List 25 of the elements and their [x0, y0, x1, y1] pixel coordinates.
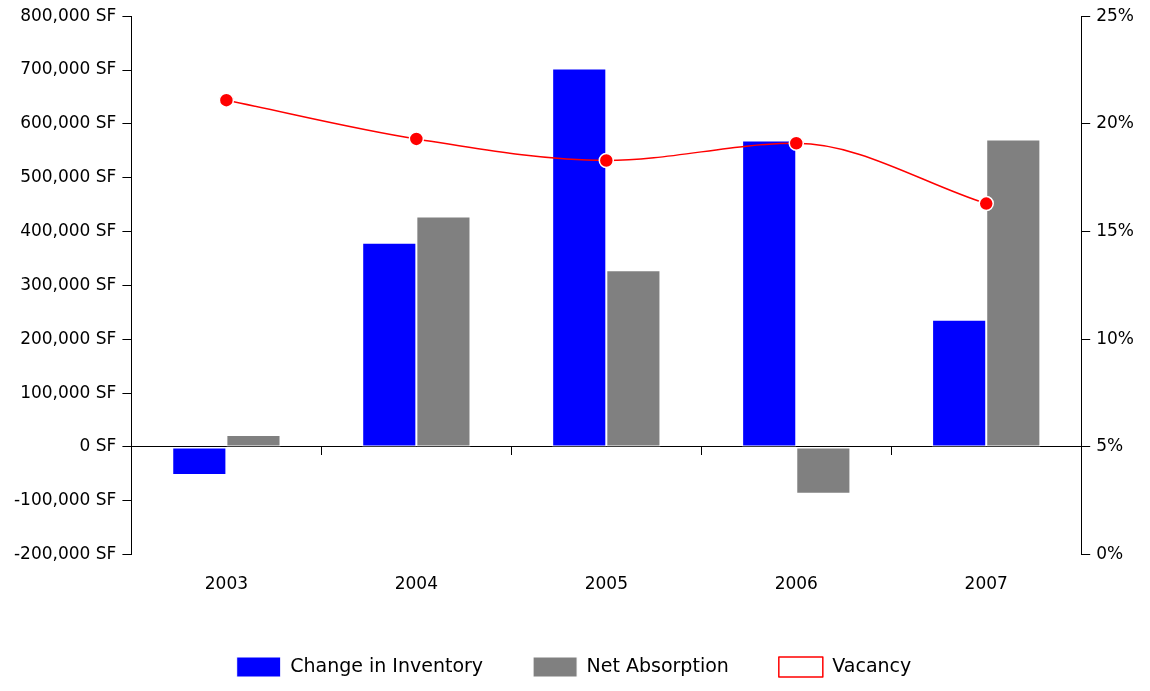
y-tick-label: 800,000 SF [20, 4, 117, 25]
legend-label: Change in Inventory [290, 653, 484, 676]
x-tick-label: 2004 [394, 573, 438, 594]
x-tick-label: 2003 [204, 573, 249, 594]
y2-tick-label: 20% [1096, 112, 1135, 133]
y2-tick-label: 0% [1096, 543, 1124, 564]
y2-tick-label: 10% [1096, 327, 1135, 348]
x-tick-label: 2007 [964, 573, 1008, 594]
y-tick-label: 400,000 SF [20, 219, 117, 240]
legend-label: Vacancy [832, 653, 912, 676]
y-tick-label: 500,000 SF [20, 166, 117, 187]
y-tick-label: -200,000 SF [13, 543, 117, 564]
y-tick-label: -100,000 SF [13, 489, 117, 510]
x-tick-label: 2006 [774, 573, 818, 594]
y-tick-label: 200,000 SF [20, 327, 117, 348]
legend-label: Net Absorption [586, 653, 729, 676]
y2-tick-label: 5% [1096, 435, 1124, 456]
y2-tick-label: 15% [1096, 219, 1135, 240]
y2-tick-label: 25% [1096, 4, 1135, 25]
y-tick-label: 100,000 SF [20, 381, 117, 402]
y-tick-label: 0 SF [79, 435, 117, 456]
x-tick-label: 2005 [584, 573, 628, 594]
y-tick-label: 600,000 SF [20, 112, 117, 133]
y-tick-label: 300,000 SF [20, 273, 117, 294]
y-tick-label: 700,000 SF [20, 58, 117, 79]
